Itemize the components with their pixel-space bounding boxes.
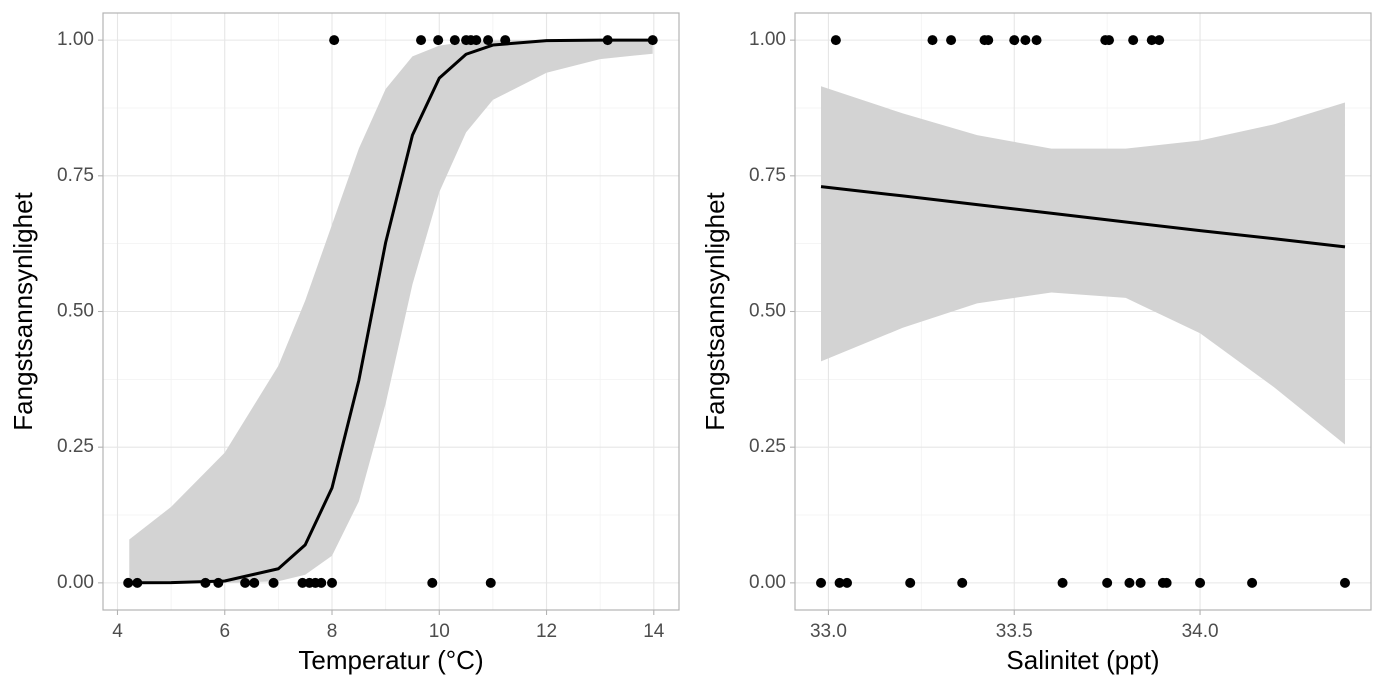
point bbox=[1124, 577, 1135, 588]
point bbox=[1247, 577, 1258, 588]
point bbox=[268, 577, 279, 588]
point bbox=[946, 35, 957, 46]
y-tick-label: 0.25 bbox=[57, 436, 94, 457]
x-axis-title: Salinitet (ppt) bbox=[1006, 645, 1159, 675]
point bbox=[249, 577, 260, 588]
point bbox=[1020, 35, 1031, 46]
point bbox=[957, 577, 968, 588]
point bbox=[1009, 35, 1020, 46]
point bbox=[483, 35, 494, 46]
x-tick-label: 33.0 bbox=[810, 621, 847, 642]
point bbox=[1161, 577, 1172, 588]
point bbox=[316, 577, 327, 588]
point bbox=[123, 577, 134, 588]
point bbox=[471, 35, 482, 46]
point bbox=[329, 35, 340, 46]
x-axis-title: Temperatur (°C) bbox=[298, 645, 483, 675]
x-tick-label: 6 bbox=[219, 621, 230, 642]
point bbox=[500, 35, 511, 46]
point bbox=[830, 35, 841, 46]
confidence-band bbox=[821, 86, 1345, 445]
point bbox=[485, 577, 496, 588]
point bbox=[1104, 35, 1115, 46]
point bbox=[1102, 577, 1113, 588]
x-tick-label: 33.5 bbox=[996, 621, 1033, 642]
y-tick-label: 0.50 bbox=[749, 301, 786, 322]
y-tick-label: 1.00 bbox=[57, 29, 94, 50]
y-tick-label: 0.50 bbox=[57, 301, 94, 322]
y-tick-label: 1.00 bbox=[749, 29, 786, 50]
point bbox=[1339, 577, 1350, 588]
point bbox=[1146, 35, 1157, 46]
x-tick-label: 4 bbox=[112, 621, 123, 642]
y-tick-label: 0.00 bbox=[57, 572, 94, 593]
point bbox=[816, 577, 827, 588]
point bbox=[905, 577, 916, 588]
point bbox=[602, 35, 613, 46]
point bbox=[416, 35, 427, 46]
point bbox=[240, 577, 251, 588]
point bbox=[200, 577, 211, 588]
point bbox=[213, 577, 224, 588]
x-tick-label: 34.0 bbox=[1182, 621, 1219, 642]
x-tick-label: 8 bbox=[327, 621, 338, 642]
point bbox=[983, 35, 994, 46]
point bbox=[1057, 577, 1068, 588]
point bbox=[647, 35, 658, 46]
point bbox=[297, 577, 308, 588]
point bbox=[842, 577, 853, 588]
fit-line bbox=[129, 38, 653, 585]
x-tick-label: 14 bbox=[643, 621, 665, 642]
point bbox=[1135, 577, 1146, 588]
y-tick-label: 0.25 bbox=[749, 436, 786, 457]
point bbox=[132, 577, 143, 588]
fit-line bbox=[820, 185, 1346, 249]
panel-border bbox=[102, 12, 680, 611]
panel-border bbox=[794, 12, 1372, 611]
x-tick-label: 12 bbox=[536, 621, 557, 642]
point bbox=[834, 577, 845, 588]
point bbox=[327, 577, 338, 588]
point bbox=[1031, 35, 1042, 46]
y-tick-label: 0.00 bbox=[749, 572, 786, 593]
y-axis-title: Fangstsannsynlighet bbox=[700, 191, 730, 430]
point bbox=[449, 35, 460, 46]
confidence-band bbox=[129, 40, 653, 583]
point bbox=[1128, 35, 1139, 46]
point bbox=[1154, 35, 1165, 46]
point bbox=[1195, 577, 1206, 588]
y-tick-label: 0.75 bbox=[749, 165, 786, 186]
point bbox=[927, 35, 938, 46]
point bbox=[427, 577, 438, 588]
y-axis-title: Fangstsannsynlighet bbox=[8, 191, 38, 430]
point bbox=[433, 35, 444, 46]
y-tick-label: 0.75 bbox=[57, 165, 94, 186]
x-tick-label: 10 bbox=[429, 621, 450, 642]
